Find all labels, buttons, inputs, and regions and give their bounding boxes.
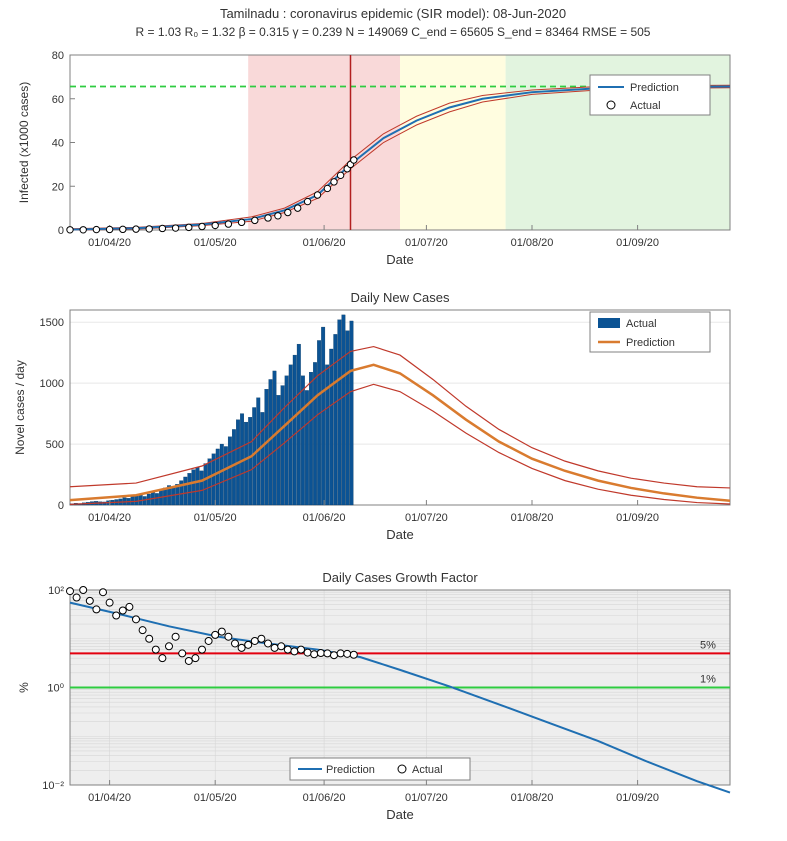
svg-text:Tamilnadu : coronavirus epidem: Tamilnadu : coronavirus epidemic (SIR mo… xyxy=(220,6,566,21)
svg-text:01/04/20: 01/04/20 xyxy=(88,512,131,524)
svg-text:Infected (x1000 cases): Infected (x1000 cases) xyxy=(17,82,31,203)
svg-text:01/04/20: 01/04/20 xyxy=(88,237,131,249)
svg-text:80: 80 xyxy=(52,50,64,62)
svg-text:01/08/20: 01/08/20 xyxy=(511,512,554,524)
svg-text:01/07/20: 01/07/20 xyxy=(405,512,448,524)
svg-text:Daily Cases Growth Factor: Daily Cases Growth Factor xyxy=(322,570,478,585)
svg-text:Date: Date xyxy=(386,527,413,542)
svg-text:Prediction: Prediction xyxy=(326,764,375,776)
svg-text:01/06/20: 01/06/20 xyxy=(303,237,346,249)
svg-text:%: % xyxy=(17,682,31,693)
svg-text:01/05/20: 01/05/20 xyxy=(194,512,237,524)
svg-text:1%: 1% xyxy=(700,674,716,686)
svg-text:0: 0 xyxy=(58,225,64,237)
svg-text:01/08/20: 01/08/20 xyxy=(511,792,554,804)
svg-text:01/05/20: 01/05/20 xyxy=(194,792,237,804)
svg-text:01/05/20: 01/05/20 xyxy=(194,237,237,249)
svg-text:R = 1.03 R₀ = 1.32 β = 0.315: R = 1.03 R₀ = 1.32 β = 0.315 γ = 0.239 N… xyxy=(136,25,651,39)
svg-text:5%: 5% xyxy=(700,639,716,651)
svg-text:Prediction: Prediction xyxy=(630,82,679,94)
svg-text:Date: Date xyxy=(386,252,413,267)
svg-text:20: 20 xyxy=(52,181,64,193)
svg-text:01/08/20: 01/08/20 xyxy=(511,237,554,249)
svg-text:Actual: Actual xyxy=(626,318,657,330)
svg-text:10⁻²: 10⁻² xyxy=(42,780,64,792)
svg-text:01/09/20: 01/09/20 xyxy=(616,792,659,804)
sir-model-figure: Tamilnadu : coronavirus epidemic (SIR mo… xyxy=(0,0,787,841)
svg-text:01/04/20: 01/04/20 xyxy=(88,792,131,804)
svg-text:Daily New Cases: Daily New Cases xyxy=(351,290,450,305)
svg-text:Date: Date xyxy=(386,807,413,822)
svg-text:40: 40 xyxy=(52,138,64,150)
svg-text:01/09/20: 01/09/20 xyxy=(616,237,659,249)
svg-text:Novel cases / day: Novel cases / day xyxy=(13,360,27,455)
svg-text:Actual: Actual xyxy=(630,100,661,112)
svg-text:01/06/20: 01/06/20 xyxy=(303,792,346,804)
svg-text:500: 500 xyxy=(46,439,64,451)
svg-text:Actual: Actual xyxy=(412,764,443,776)
svg-text:01/07/20: 01/07/20 xyxy=(405,792,448,804)
svg-text:10⁰: 10⁰ xyxy=(47,683,64,695)
svg-text:01/06/20: 01/06/20 xyxy=(303,512,346,524)
svg-text:1500: 1500 xyxy=(40,317,64,329)
figure-svg: Tamilnadu : coronavirus epidemic (SIR mo… xyxy=(0,0,787,841)
svg-text:01/07/20: 01/07/20 xyxy=(405,237,448,249)
svg-text:0: 0 xyxy=(58,500,64,512)
svg-text:60: 60 xyxy=(52,94,64,106)
svg-text:01/09/20: 01/09/20 xyxy=(616,512,659,524)
svg-text:Prediction: Prediction xyxy=(626,337,675,349)
svg-text:1000: 1000 xyxy=(40,378,64,390)
svg-text:10²: 10² xyxy=(48,585,64,597)
